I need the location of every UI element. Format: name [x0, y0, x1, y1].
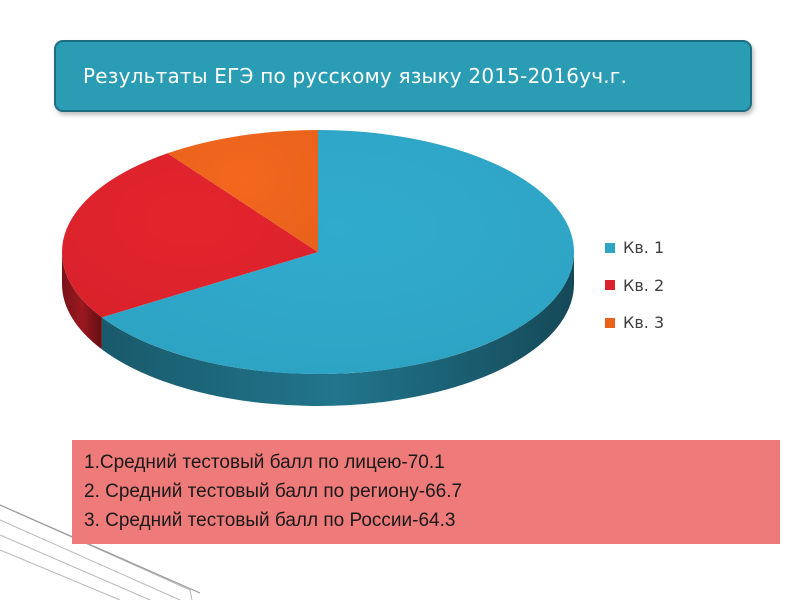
chart-title: Результаты ЕГЭ по русскому языку 2015-20…	[83, 64, 628, 88]
slice-kv2-side	[62, 252, 102, 350]
note-line-russia: 3. Средний тестовый балл по России-64.3	[84, 510, 456, 531]
slice-kv1-side	[101, 252, 574, 406]
legend-label: Кв. 1	[623, 238, 665, 258]
note-line-lyceum: 1.Средний тестовый балл по лицею-70.1	[84, 452, 445, 473]
results-notes-box: 1.Средний тестовый балл по лицею-70.1 2.…	[72, 440, 780, 544]
title-banner: Результаты ЕГЭ по русскому языку 2015-20…	[54, 40, 752, 112]
legend-swatch	[605, 242, 615, 253]
slice-kv1	[101, 130, 574, 374]
note-line-region: 2. Средний тестовый балл по региону-66.7	[84, 481, 463, 502]
legend-swatch	[605, 280, 615, 291]
legend-item-kv3: Кв. 3	[605, 304, 664, 342]
slice-kv3	[167, 130, 318, 252]
legend-swatch	[605, 317, 615, 328]
legend-label: Кв. 2	[623, 275, 665, 295]
legend-item-kv2: Кв. 2	[605, 267, 664, 305]
slice-kv2	[61, 153, 318, 318]
legend-label: Кв. 3	[623, 313, 665, 333]
legend-item-kv1: Кв. 1	[605, 229, 664, 267]
chart-legend: Кв. 1 Кв. 2 Кв. 3	[605, 229, 664, 342]
